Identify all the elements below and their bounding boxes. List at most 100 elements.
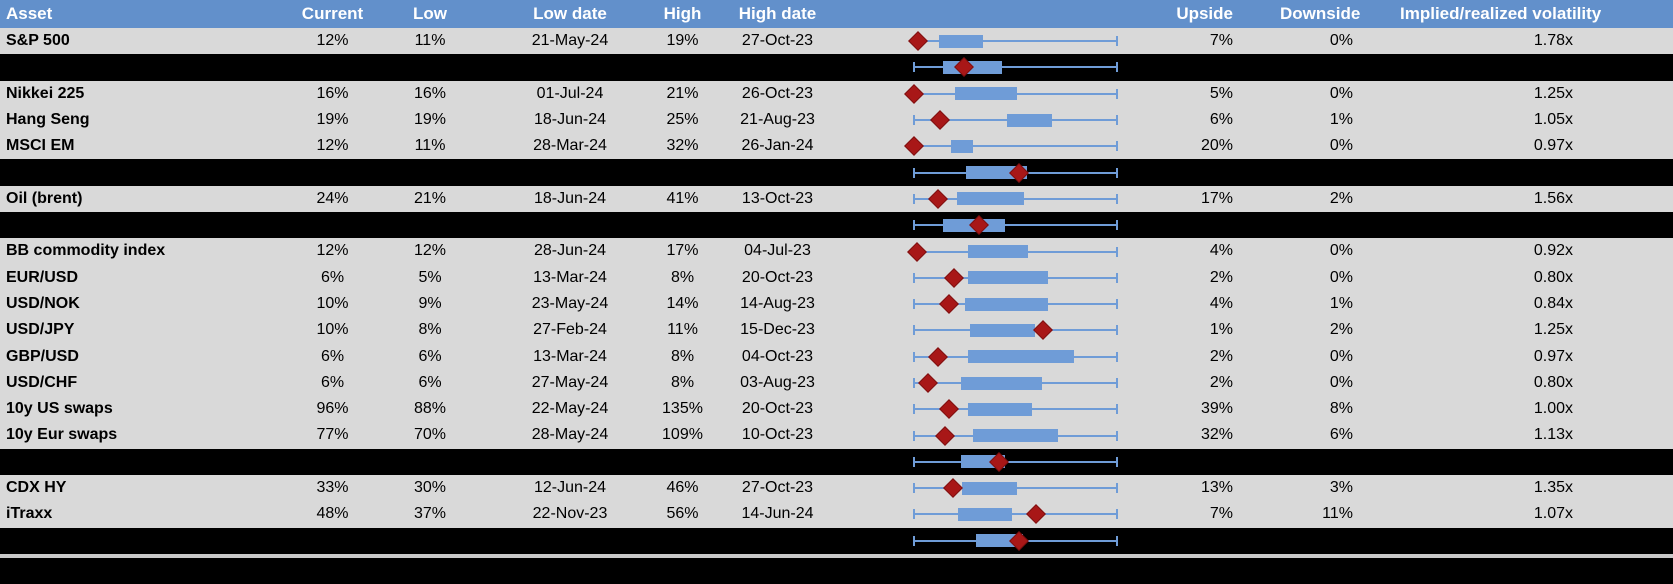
- range-box: [961, 481, 1017, 495]
- cell-low-date: 13-Mar-24: [533, 268, 607, 286]
- cell-high-date: 13-Oct-23: [741, 189, 814, 207]
- cell-upside: 39%: [1200, 400, 1233, 418]
- cell-upside: 7%: [1209, 32, 1233, 49]
- cell-downside: 1%: [1329, 294, 1353, 312]
- cell-volatility: 1.13x: [1533, 426, 1573, 444]
- box-plot: [913, 528, 1118, 554]
- cell-volatility: 1.00x: [1533, 400, 1573, 418]
- cell-low: 37%: [413, 505, 447, 523]
- whisker-cap-right: [1116, 299, 1118, 310]
- table-row: Oil (brent) 24% 21% 18-Jun-24 41% 13-Oct…: [0, 185, 1673, 213]
- cell-asset: 10y Eur swaps: [6, 426, 118, 444]
- cell-high: 41%: [666, 189, 699, 207]
- table-row: USD/NOK 10% 9% 23-May-24 14% 14-Aug-23 4…: [0, 290, 1673, 318]
- whisker-cap-left: [913, 535, 915, 546]
- cell-asset: USD/NOK: [6, 294, 80, 312]
- cell-high: 8%: [670, 347, 695, 365]
- cell-downside: 0%: [1329, 32, 1353, 49]
- cell-high: 14%: [666, 294, 699, 312]
- separator-row: [0, 212, 1673, 239]
- whisker-cap-right: [1116, 483, 1118, 494]
- cell-volatility: 1.05x: [1533, 110, 1573, 128]
- whisker-line: [913, 40, 1118, 43]
- cell-volatility: 0.97x: [1533, 137, 1573, 155]
- cell-low: 8%: [418, 321, 442, 339]
- range-box: [967, 350, 1074, 364]
- cell-boxplot: [845, 186, 1125, 212]
- cell-current: 6%: [320, 347, 345, 365]
- cell-low-date: 22-May-24: [531, 400, 609, 418]
- box-plot: [913, 344, 1118, 370]
- header-cell-low-date: Low date: [533, 4, 607, 23]
- cell-asset: S&P 500: [6, 32, 70, 49]
- whisker-cap-left: [913, 430, 915, 441]
- range-box: [967, 271, 1049, 285]
- cell-current: 33%: [316, 479, 349, 497]
- cell-low-date: 12-Jun-24: [533, 479, 607, 497]
- cell-asset: Nikkei 225: [6, 84, 85, 102]
- box-plot: [913, 212, 1118, 238]
- cell-high: 8%: [670, 373, 695, 391]
- cell-volatility: 0.84x: [1533, 294, 1573, 312]
- cell-upside: 2%: [1209, 347, 1233, 365]
- cell-high-date: 20-Oct-23: [741, 268, 814, 286]
- whisker-cap-left: [913, 378, 915, 388]
- cell-volatility: 0.92x: [1533, 242, 1573, 260]
- range-box: [1007, 113, 1053, 127]
- range-box: [957, 192, 1024, 206]
- whisker-cap-right: [1116, 141, 1118, 152]
- cell-high: 46%: [666, 479, 699, 497]
- header-cell-upside: Upside: [1176, 4, 1233, 23]
- cell-asset: BB commodity index: [6, 242, 166, 260]
- whisker-cap-right: [1116, 167, 1118, 178]
- cell-high: 17%: [666, 242, 699, 260]
- table-row: S&P 500 12% 11% 21-May-24 19% 27-Oct-23 …: [0, 28, 1673, 55]
- cell-low: 6%: [418, 347, 442, 365]
- table-row: 10y Eur swaps 77% 70% 28-May-24 109% 10-…: [0, 422, 1673, 449]
- cell-upside: 2%: [1209, 373, 1233, 391]
- cell-volatility: 1.25x: [1533, 321, 1573, 339]
- cell-boxplot: [845, 133, 1125, 159]
- cell-boxplot: [845, 107, 1125, 133]
- cell-asset: Hang Seng: [6, 110, 90, 128]
- current-marker-diamond: [908, 31, 928, 52]
- whisker-cap-left: [913, 220, 915, 231]
- cell-boxplot: [845, 422, 1125, 448]
- cell-downside: 2%: [1329, 189, 1353, 207]
- cell-downside: 0%: [1329, 242, 1353, 260]
- whisker-cap-left: [913, 299, 915, 310]
- box-plot: [913, 159, 1118, 185]
- current-marker-diamond: [930, 110, 950, 130]
- whisker-cap-right: [1116, 36, 1118, 47]
- whisker-cap-right: [1116, 430, 1118, 441]
- whisker-cap-right: [1116, 404, 1118, 415]
- cell-boxplot: [845, 291, 1125, 317]
- cell-high: 11%: [667, 321, 698, 339]
- cell-downside: 8%: [1329, 400, 1353, 418]
- cell-volatility: 1.07x: [1533, 505, 1573, 523]
- cell-high: 32%: [666, 137, 699, 155]
- whisker-line: [913, 460, 1118, 463]
- cell-high-date: 21-Aug-23: [740, 110, 815, 128]
- cell-boxplot: [845, 212, 1125, 238]
- cell-boxplot: [845, 317, 1125, 343]
- cell-low: 21%: [413, 189, 447, 207]
- whisker-cap-left: [913, 115, 915, 126]
- cell-current: 12%: [316, 137, 349, 155]
- cell-low: 12%: [413, 242, 447, 260]
- whisker-cap-left: [913, 404, 915, 415]
- cell-boxplot: [845, 370, 1125, 396]
- cell-low: 30%: [413, 479, 447, 497]
- range-box: [939, 34, 983, 48]
- cell-volatility: 1.78x: [1533, 32, 1573, 49]
- box-plot: [913, 396, 1118, 422]
- cell-low: 88%: [413, 400, 447, 418]
- cell-high-date: 26-Jan-24: [741, 137, 814, 155]
- cell-boxplot: [845, 501, 1125, 527]
- cell-volatility: 0.80x: [1533, 373, 1573, 391]
- footer-divider-line: [0, 553, 1673, 558]
- cell-downside: 3%: [1329, 479, 1353, 497]
- table-body: S&P 500 12% 11% 21-May-24 19% 27-Oct-23 …: [0, 28, 1673, 584]
- range-box: [969, 323, 1035, 337]
- cell-asset: iTraxx: [6, 505, 53, 523]
